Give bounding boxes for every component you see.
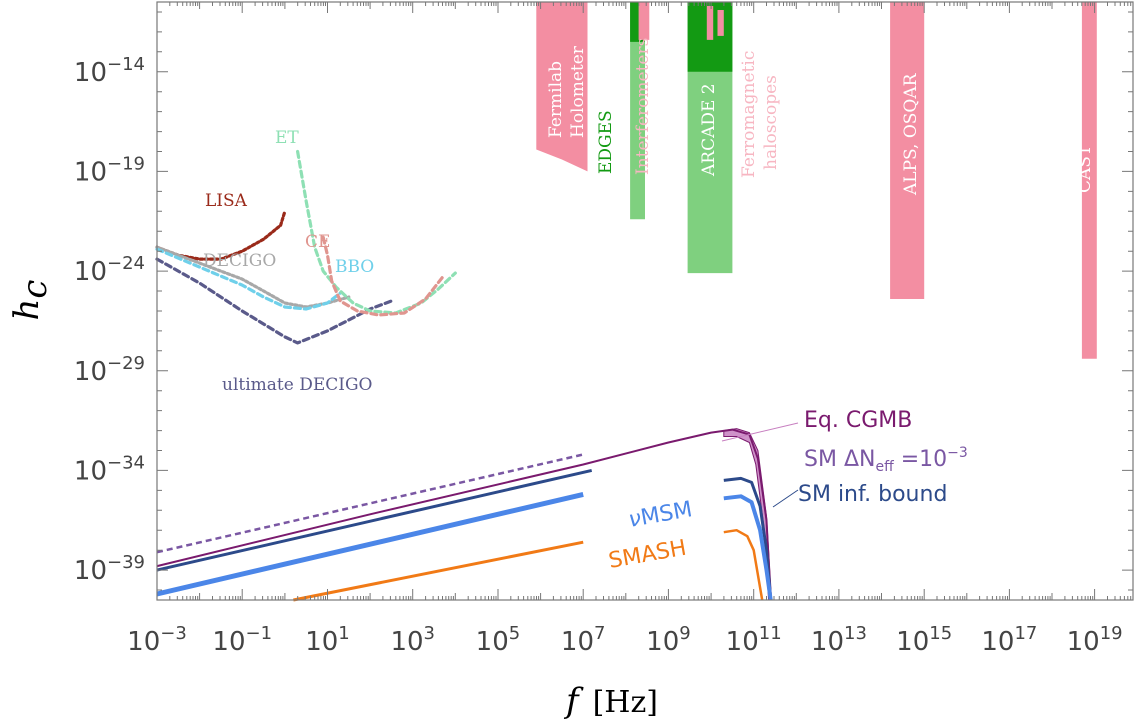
y-tick-label-m24: 10−24 bbox=[74, 253, 145, 287]
region-alps-osqar bbox=[890, 2, 925, 299]
x-tick-label-19: 1019 bbox=[1067, 623, 1123, 657]
curve-sm-inf-bound bbox=[156, 468, 593, 572]
eq-cgmb-leader bbox=[721, 422, 799, 442]
band-eq-cgmb bbox=[723, 428, 773, 601]
label-smash: SMASH bbox=[607, 536, 689, 574]
curve-ce bbox=[321, 235, 445, 317]
y-tick-label-m14: 10−14 bbox=[74, 54, 145, 88]
x-tick-label-9: 109 bbox=[646, 623, 691, 657]
curves bbox=[155, 149, 773, 602]
y-tick-label-m34: 10−34 bbox=[74, 452, 145, 486]
label-alps: ALPS, OSQAR bbox=[901, 72, 921, 196]
label-edges: EDGES bbox=[596, 110, 616, 174]
y-tick-label-m19: 10−19 bbox=[74, 153, 145, 187]
x-tick-label-m1: 10−1 bbox=[212, 623, 272, 657]
curve-sm-n-eff-10-3 bbox=[156, 453, 584, 554]
label-bbo: BBO bbox=[335, 257, 374, 277]
label-arcade: ARCADE 2 bbox=[699, 83, 719, 177]
x-tick-label-13: 1013 bbox=[811, 623, 867, 657]
region-ferromagnetic-haloscopes-b bbox=[717, 10, 724, 36]
y-axis-title: hc bbox=[7, 280, 55, 321]
curve-smash-peak bbox=[723, 528, 764, 601]
label-numsm: νMSM bbox=[627, 497, 695, 533]
curve-smash bbox=[293, 540, 584, 602]
x-tick-label-3: 103 bbox=[390, 623, 435, 657]
sm-inf-leader bbox=[772, 489, 799, 508]
plot-frame bbox=[156, 1, 1134, 601]
x-tick-label-11: 1011 bbox=[726, 623, 782, 657]
y-tick-label-m29: 10−29 bbox=[74, 353, 145, 387]
label-eq-cgmb: Eq. CGMB bbox=[804, 408, 912, 433]
curve-eq-cgmb bbox=[156, 428, 772, 601]
label-sm-inf: SM inf. bound bbox=[798, 482, 947, 507]
label-ferro-1: Ferromagnetic bbox=[739, 51, 759, 178]
region-ferromagnetic-haloscopes-a bbox=[706, 6, 714, 40]
region-fermilab-holometer bbox=[536, 2, 588, 172]
label-ultimate-decigo: ultimate DECIGO bbox=[222, 375, 373, 395]
label-fermilab-2: Holometer bbox=[568, 45, 588, 138]
label-ce: CE bbox=[305, 232, 330, 252]
x-tick-label-17: 1017 bbox=[981, 623, 1037, 657]
label-ferro-2: haloscopes bbox=[761, 75, 781, 170]
curve-msm bbox=[156, 491, 584, 597]
region-edges bbox=[630, 2, 645, 220]
x-tick-label-15: 1015 bbox=[896, 623, 952, 657]
region-interferometers bbox=[638, 2, 650, 40]
curve-msm-peak bbox=[723, 494, 773, 601]
x-axis-title: f [Hz] bbox=[563, 681, 658, 721]
exclusion-regions bbox=[536, 2, 1097, 359]
tick-labels: 10−3 10−1 101 103 105 107 109 1011 1013 1015 1017 1… bbox=[74, 54, 1123, 657]
y-tick-label-m39: 10−39 bbox=[74, 552, 145, 586]
label-decigo: DECIGO bbox=[203, 251, 276, 271]
curve-bbo bbox=[155, 247, 342, 311]
x-tick-label-7: 107 bbox=[561, 623, 606, 657]
label-fermilab-1: Fermilab bbox=[546, 61, 566, 138]
x-tick-label-5: 105 bbox=[476, 623, 521, 657]
x-tick-label-1: 101 bbox=[305, 623, 350, 657]
cgmb-band bbox=[723, 428, 773, 601]
label-cast: CAST bbox=[1075, 144, 1095, 193]
label-lisa: LISA bbox=[205, 191, 248, 211]
curve-sm-inf-bound-peak bbox=[723, 476, 773, 601]
label-sm-neff: SM ΔNeff =10−3 bbox=[804, 445, 968, 475]
tick-marks bbox=[156, 2, 1133, 600]
x-tick-label-m3: 10−3 bbox=[127, 623, 187, 657]
region-cast bbox=[1081, 2, 1097, 359]
label-et: ET bbox=[275, 128, 299, 148]
axis-ticks bbox=[156, 2, 1133, 600]
label-interferometers: Interferometers bbox=[633, 38, 653, 175]
